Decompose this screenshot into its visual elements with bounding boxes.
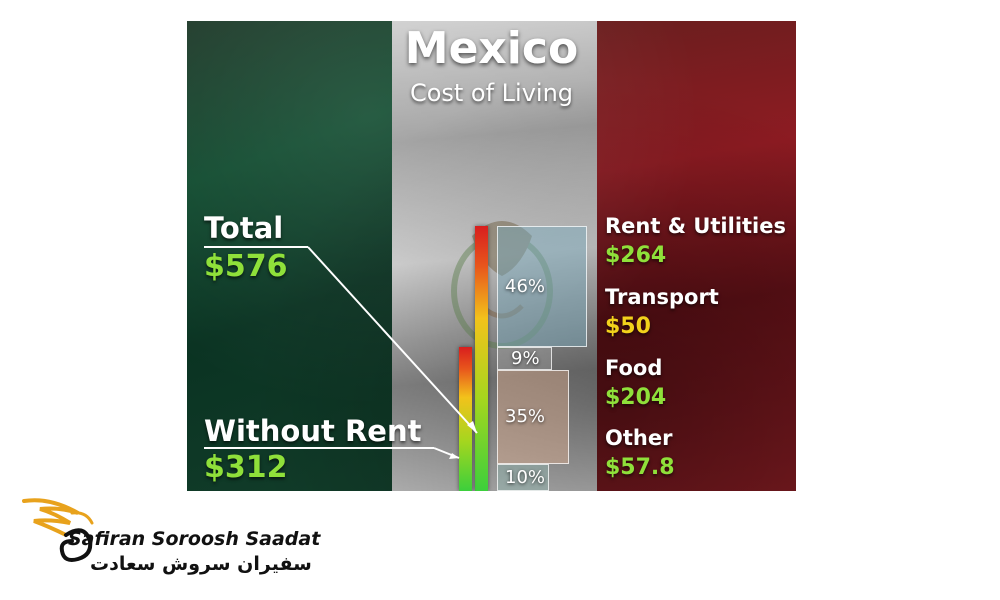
percent-label-rent: 46%	[505, 275, 546, 297]
chart-title: Mexico	[404, 23, 579, 74]
category-value-rent: $264	[605, 243, 667, 268]
total-underline	[204, 246, 308, 248]
percent-box-other	[497, 464, 549, 491]
without-rent-underline	[204, 447, 434, 449]
percent-box-transport	[497, 347, 552, 371]
without-rent-pointer-arrow-icon	[449, 453, 459, 459]
flag-red-stripe	[597, 21, 796, 491]
percent-box-rent	[497, 226, 587, 348]
category-label-other: Other	[605, 426, 673, 450]
category-value-transport: $50	[605, 314, 651, 339]
logo-name-english: Safiran Soroosh Saadat	[68, 528, 321, 550]
percent-label-transport: 9%	[511, 347, 540, 369]
percent-box-food	[497, 370, 569, 465]
total-value: $576	[204, 249, 288, 284]
without-rent-value: $312	[204, 450, 288, 485]
flag-white-stripe	[392, 21, 597, 491]
percent-label-food: 35%	[505, 406, 546, 428]
category-value-food: $204	[605, 385, 667, 410]
percent-label-other: 10%	[505, 466, 546, 488]
flag-fabric-shading	[187, 21, 796, 491]
category-label-food: Food	[605, 356, 663, 380]
total-pointer-arrow-icon	[467, 421, 477, 433]
total-label: Total	[204, 211, 284, 245]
safiran-logo-icon	[22, 498, 94, 562]
total-pointer-line	[307, 246, 478, 434]
total-bar	[475, 226, 488, 491]
pointer-lines	[307, 246, 478, 459]
logo-name-persian: سفیران سروش سعادت	[90, 553, 312, 575]
category-label-transport: Transport	[605, 285, 719, 309]
flag-green-stripe	[187, 21, 392, 491]
cost-of-living-infographic: Mexico Cost of Living Total $576 Without…	[187, 21, 796, 491]
category-value-other: $57.8	[605, 455, 675, 480]
category-label-rent: Rent & Utilities	[605, 214, 787, 238]
without-rent-label: Without Rent	[204, 414, 422, 448]
chart-subtitle: Cost of Living	[409, 79, 574, 107]
